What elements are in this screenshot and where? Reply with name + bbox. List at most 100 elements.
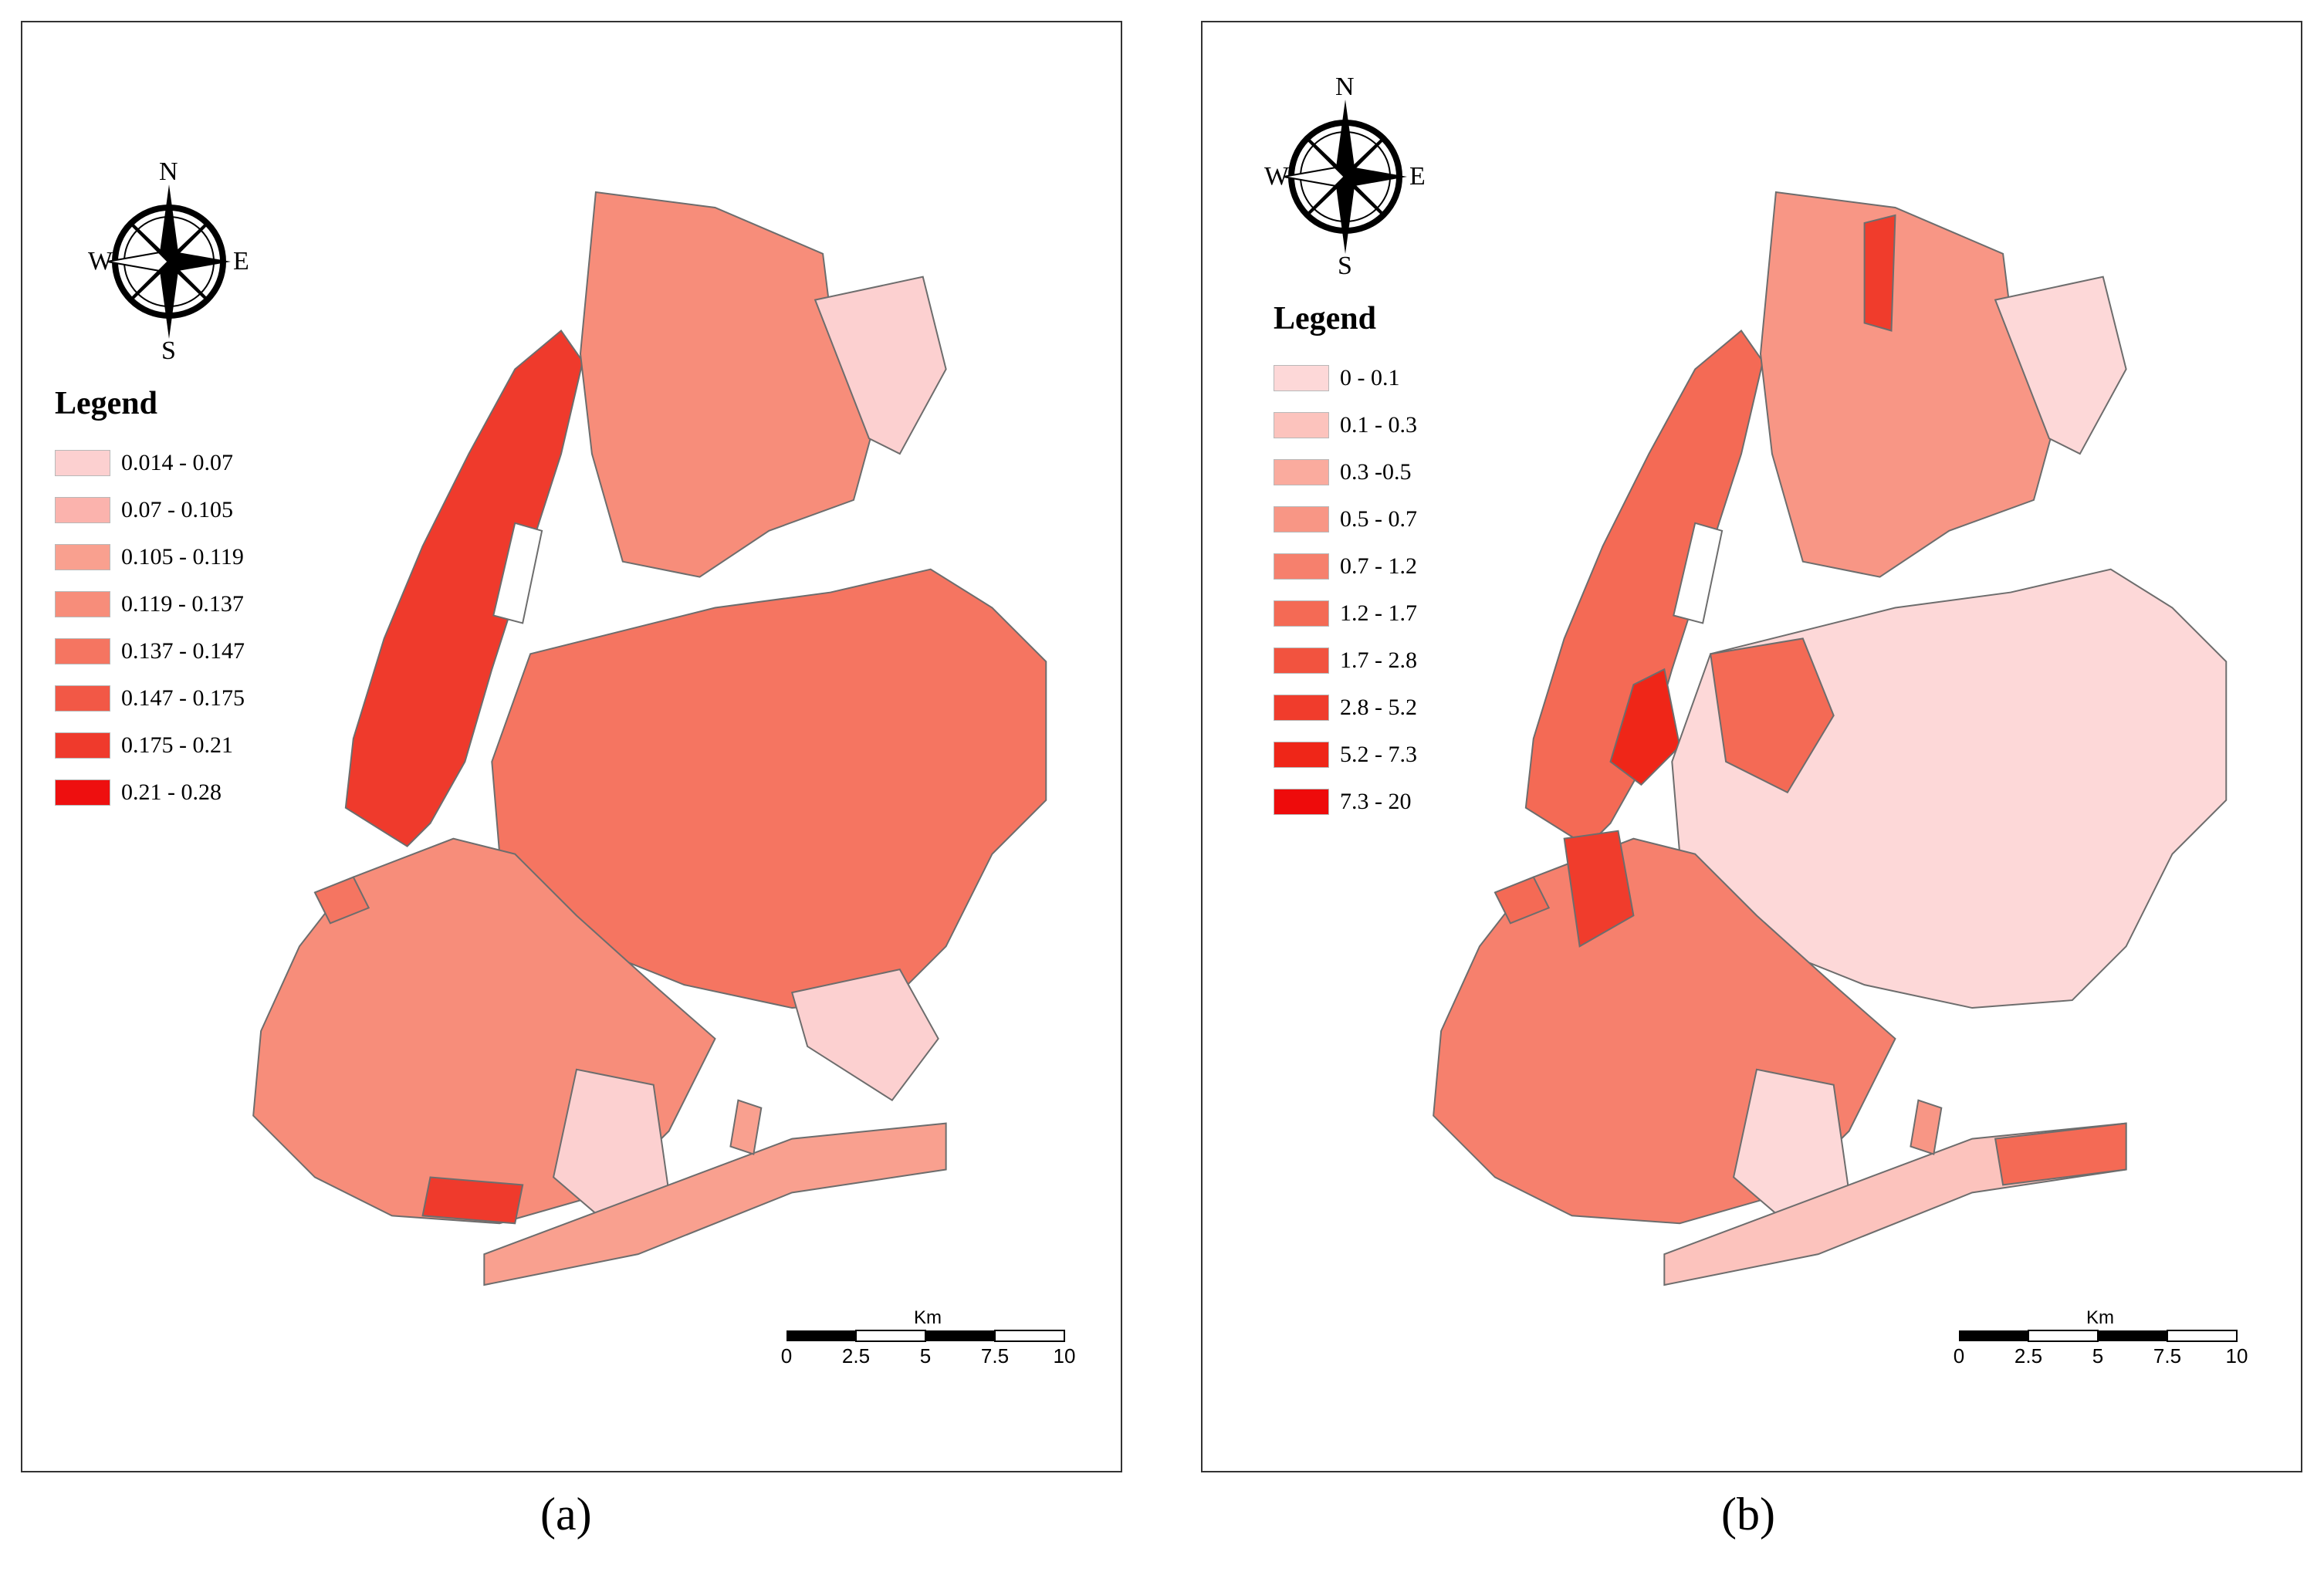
scale-tick: 10 <box>2225 1344 2248 1367</box>
borough-queens <box>491 568 1047 1102</box>
borough-brooklyn <box>1433 830 1896 1225</box>
legend-label: 1.2 - 1.7 <box>1340 600 1417 626</box>
compass-s: S <box>1338 252 1352 280</box>
legend-item: 2.8 - 5.2 <box>1274 684 1417 731</box>
legend-swatch <box>1274 458 1329 485</box>
compass-w: W <box>88 247 113 276</box>
legend-swatch <box>1274 553 1329 580</box>
scale-tick: 7.5 <box>980 1344 1010 1367</box>
scale-bar-graphic <box>787 1330 1065 1342</box>
legend-label: 0 - 0.1 <box>1340 364 1400 390</box>
legend-label: 2.8 - 5.2 <box>1340 694 1417 720</box>
legend-swatch <box>1274 505 1329 532</box>
scale-tick: 5 <box>919 1344 932 1367</box>
borough-rockaway <box>1663 1122 2127 1286</box>
legend-item: 0.1 - 0.3 <box>1274 401 1417 448</box>
compass-s: S <box>161 336 176 365</box>
legend-item: 0.147 - 0.175 <box>55 674 245 722</box>
legend-item: 0.3 -0.5 <box>1274 448 1417 495</box>
map-panel-a: N S W E Legend 0.014 - 0.07 0.07 - 0.105 0… <box>21 21 1122 1472</box>
legend-swatch <box>1274 741 1329 768</box>
legend-label: 0.5 - 0.7 <box>1340 505 1417 532</box>
legend-list-b: 0 - 0.1 0.1 - 0.3 0.3 -0.5 0.5 - 0.7 0.7 - 1… <box>1274 354 1417 825</box>
legend-swatch <box>1274 647 1329 674</box>
compass-e: E <box>1409 162 1426 191</box>
legend-title: Legend <box>55 386 158 421</box>
borough-bronx <box>579 191 947 578</box>
legend-item: 0.119 - 0.137 <box>55 580 245 627</box>
borough-islands <box>313 876 763 1155</box>
legend-item: 7.3 - 20 <box>1274 778 1417 825</box>
legend-swatch <box>55 449 110 476</box>
legend-label: 0.3 -0.5 <box>1340 458 1412 485</box>
legend-item: 0 - 0.1 <box>1274 354 1417 401</box>
scale-bar: Km 0 2.5 5 7.5 10 <box>780 1307 1099 1377</box>
scale-tick: 5 <box>2092 1344 2104 1367</box>
legend-title: Legend <box>1274 301 1377 336</box>
legend-label: 0.105 - 0.119 <box>121 543 244 570</box>
scale-tick: 7.5 <box>2153 1344 2182 1367</box>
caption-b: (b) <box>1721 1489 1775 1540</box>
borough-bronx <box>1759 191 2127 578</box>
scale-tick: 10 <box>1053 1344 1076 1367</box>
legend-item: 1.2 - 1.7 <box>1274 590 1417 637</box>
legend-item: 5.2 - 7.3 <box>1274 731 1417 778</box>
legend-swatch <box>1274 411 1329 438</box>
scale-unit: Km <box>2086 1307 2114 1328</box>
legend-label: 7.3 - 20 <box>1340 788 1412 814</box>
legend-item: 0.07 - 0.105 <box>55 486 245 533</box>
caption-a: (a) <box>540 1489 592 1540</box>
borough-manhattan <box>1524 330 1764 847</box>
legend-swatch <box>1274 788 1329 815</box>
legend-item: 0.014 - 0.07 <box>55 439 245 486</box>
compass-rose: N S W E <box>88 157 250 366</box>
legend-swatch <box>55 496 110 523</box>
legend-list-a: 0.014 - 0.07 0.07 - 0.105 0.105 - 0.119 0.1… <box>55 439 245 816</box>
compass-w: W <box>1264 162 1290 191</box>
legend-swatch <box>1274 364 1329 391</box>
legend-label: 5.2 - 7.3 <box>1340 741 1417 767</box>
legend-swatch <box>55 590 110 617</box>
legend-label: 0.7 - 1.2 <box>1340 553 1417 579</box>
legend-item: 0.5 - 0.7 <box>1274 495 1417 543</box>
legend-label: 0.014 - 0.07 <box>121 449 233 475</box>
scale-tick: 0 <box>780 1344 793 1367</box>
scale-tick: 0 <box>1953 1344 1965 1367</box>
legend-label: 0.137 - 0.147 <box>121 637 245 664</box>
borough-islands <box>1494 876 1943 1155</box>
legend-swatch <box>55 637 110 664</box>
legend-swatch <box>1274 600 1329 627</box>
legend-swatch <box>55 685 110 712</box>
legend-label: 0.175 - 0.21 <box>121 732 233 758</box>
compass-rose-icon <box>1283 100 1407 254</box>
legend-swatch <box>55 732 110 759</box>
legend-item: 0.7 - 1.2 <box>1274 543 1417 590</box>
compass-rose: N S W E <box>1264 73 1426 281</box>
choropleth-map-b <box>1433 191 2228 1286</box>
legend-label: 0.21 - 0.28 <box>121 779 222 805</box>
legend-item: 0.21 - 0.28 <box>55 769 245 816</box>
legend-item: 0.137 - 0.147 <box>55 627 245 674</box>
borough-rockaway <box>483 1122 947 1286</box>
borough-manhattan <box>344 330 584 847</box>
scale-tick: 2.5 <box>2014 1344 2043 1367</box>
choropleth-map-a <box>252 191 1047 1286</box>
legend-label: 0.1 - 0.3 <box>1340 411 1417 438</box>
legend-label: 0.07 - 0.105 <box>121 496 233 522</box>
legend-item: 1.7 - 2.8 <box>1274 637 1417 684</box>
scale-bar-graphic <box>1959 1330 2238 1342</box>
compass-n: N <box>1335 73 1355 101</box>
scale-tick: 2.5 <box>841 1344 871 1367</box>
scale-unit: Km <box>914 1307 942 1328</box>
compass-rose-icon <box>107 184 231 339</box>
legend-label: 0.119 - 0.137 <box>121 590 244 617</box>
borough-queens <box>1671 568 2228 1009</box>
map-panel-b: N S W E Legend 0 - 0.1 0.1 - 0.3 0.3 -0.5 0… <box>1201 21 2302 1472</box>
legend-swatch <box>1274 694 1329 721</box>
legend-item: 0.175 - 0.21 <box>55 722 245 769</box>
legend-label: 1.7 - 2.8 <box>1340 647 1417 673</box>
legend-swatch <box>55 543 110 570</box>
borough-brooklyn <box>252 837 716 1225</box>
legend-swatch <box>55 779 110 806</box>
legend-label: 0.147 - 0.175 <box>121 685 245 711</box>
